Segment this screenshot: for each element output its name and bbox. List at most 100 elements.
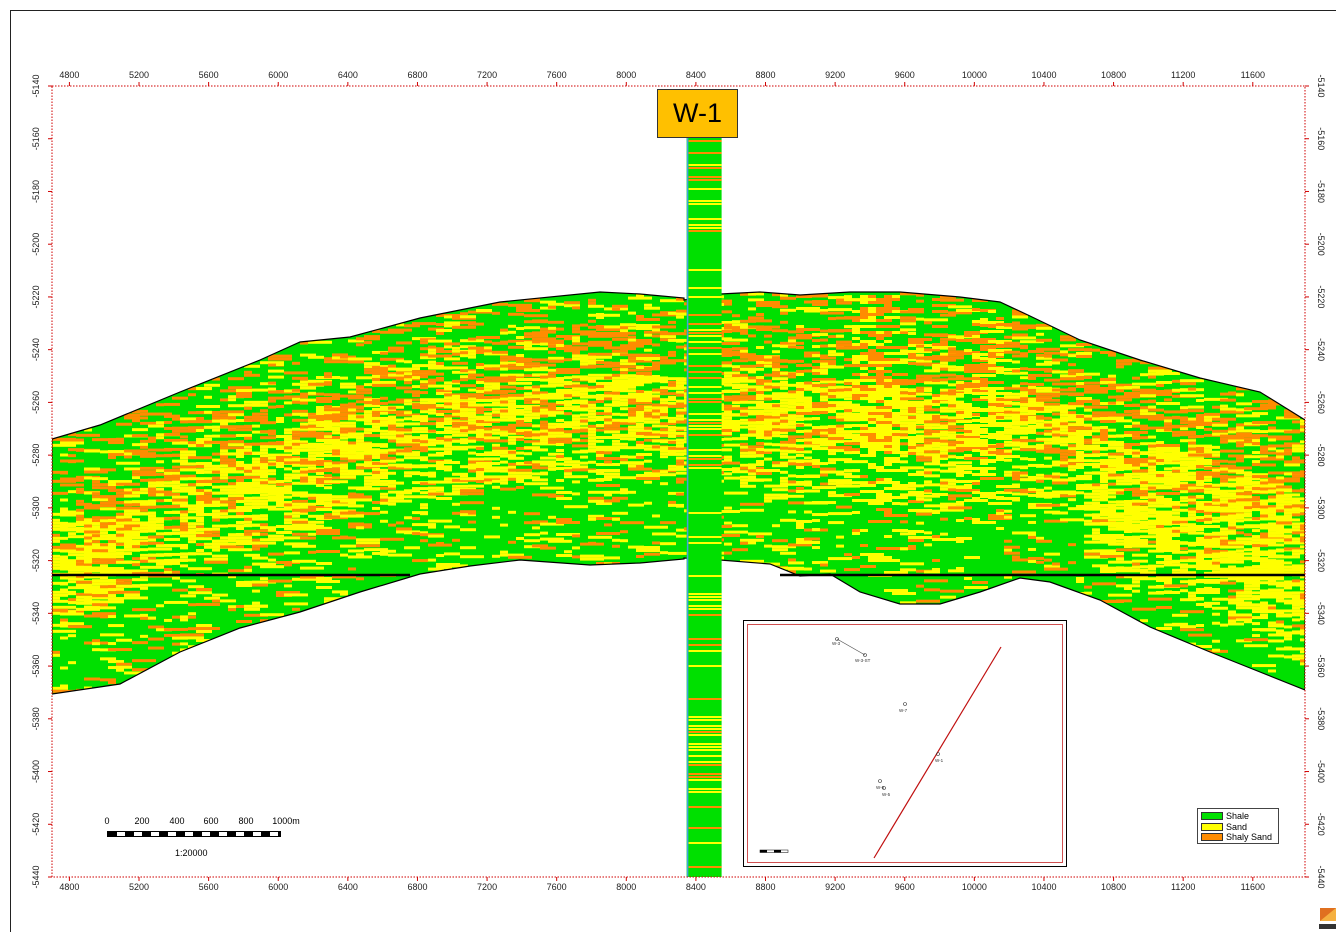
facies-cell	[524, 533, 540, 537]
facies-cell	[340, 412, 356, 416]
facies-cell	[668, 449, 676, 453]
facies-cell	[860, 373, 868, 376]
facies-cell	[1140, 394, 1156, 398]
facies-cell	[324, 432, 332, 436]
facies-cell	[644, 447, 668, 451]
facies-cell	[76, 433, 100, 437]
facies-cell	[1132, 433, 1140, 437]
facies-cell	[1052, 358, 1068, 362]
facies-cell	[1084, 585, 1092, 589]
facies-cell	[588, 430, 596, 434]
facies-cell	[1052, 436, 1060, 440]
facies-cell	[924, 417, 932, 421]
facies-cell	[1196, 558, 1204, 561]
facies-cell	[524, 512, 540, 516]
facies-cell	[1212, 621, 1220, 625]
facies-cell	[1228, 460, 1236, 464]
facies-cell	[628, 359, 652, 363]
facies-cell	[868, 397, 876, 400]
facies-cell	[228, 428, 252, 432]
facies-cell	[1156, 471, 1172, 474]
facies-cell	[196, 504, 220, 507]
facies-cell	[356, 343, 364, 347]
facies-cell	[828, 446, 852, 450]
facies-cell	[420, 443, 436, 447]
facies-cell	[1052, 388, 1076, 392]
facies-cell	[268, 396, 292, 400]
facies-cell	[628, 311, 636, 315]
facies-cell	[284, 428, 292, 432]
facies-cell	[780, 380, 788, 384]
facies-cell	[1180, 571, 1196, 575]
facies-cell	[420, 434, 428, 438]
facies-cell	[532, 388, 540, 392]
facies-cell	[1116, 362, 1132, 366]
facies-cell	[100, 657, 116, 661]
facies-cell	[1132, 472, 1148, 476]
facies-cell	[972, 431, 988, 434]
facies-cell	[796, 466, 804, 469]
facies-cell	[276, 417, 284, 420]
facies-cell	[1188, 510, 1196, 514]
facies-cell	[884, 457, 900, 460]
facies-cell	[212, 512, 220, 516]
facies-cell	[1220, 545, 1244, 549]
facies-cell	[444, 552, 460, 556]
facies-cell	[516, 360, 524, 363]
facies-cell	[100, 495, 116, 499]
facies-cell	[572, 336, 580, 340]
facies-cell	[660, 332, 684, 336]
facies-cell	[996, 527, 1004, 530]
facies-cell	[476, 387, 484, 390]
facies-cell	[740, 412, 748, 416]
facies-cell	[588, 352, 612, 356]
facies-cell	[860, 346, 868, 349]
facies-cell	[428, 495, 436, 499]
facies-cell	[1156, 543, 1180, 546]
facies-cell	[844, 430, 868, 434]
facies-cell	[260, 613, 284, 617]
facies-cell	[172, 501, 188, 505]
facies-cell	[780, 308, 796, 312]
facies-cell	[300, 377, 308, 381]
facies-cell	[772, 413, 780, 417]
facies-cell	[1236, 456, 1244, 460]
facies-cell	[652, 394, 660, 398]
facies-cell	[428, 366, 452, 370]
facies-cell	[412, 370, 436, 374]
facies-cell	[268, 357, 292, 361]
facies-cell	[852, 529, 860, 532]
facies-cell	[724, 419, 732, 423]
facies-cell	[68, 568, 92, 572]
facies-cell	[540, 300, 556, 304]
facies-cell	[956, 489, 980, 492]
facies-cell	[612, 439, 620, 443]
facies-cell	[396, 494, 404, 498]
facies-cell	[1220, 449, 1244, 453]
facies-cell	[868, 364, 892, 367]
facies-cell	[756, 460, 764, 463]
facies-cell	[180, 489, 188, 493]
facies-cell	[1060, 410, 1068, 414]
facies-cell	[332, 395, 340, 399]
facies-cell	[820, 470, 844, 474]
facies-cell	[1076, 466, 1084, 469]
facies-cell	[884, 451, 892, 454]
facies-cell	[1140, 415, 1164, 419]
facies-cell	[1172, 478, 1180, 482]
facies-cell	[604, 427, 628, 431]
facies-cell	[596, 502, 612, 505]
facies-cell	[292, 361, 300, 365]
facies-cell	[612, 544, 620, 548]
facies-cell	[612, 412, 620, 416]
facies-cell	[268, 492, 284, 496]
facies-cell	[484, 412, 492, 416]
facies-cell	[828, 308, 852, 312]
facies-cell	[508, 408, 524, 412]
facies-cell	[500, 433, 508, 437]
facies-cell	[396, 359, 404, 363]
facies-cell	[252, 451, 260, 455]
facies-cell	[636, 435, 660, 438]
facies-cell	[1132, 520, 1156, 524]
facies-cell	[1076, 445, 1100, 448]
